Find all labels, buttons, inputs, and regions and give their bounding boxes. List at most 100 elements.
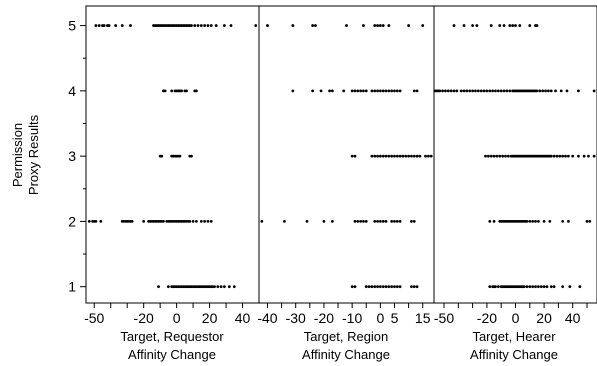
data-point [330,220,334,223]
data-point [350,154,354,158]
data-point [319,89,323,93]
data-point [459,89,463,93]
data-point [373,285,377,289]
data-point [398,154,402,158]
data-point [528,285,532,289]
data-point [446,89,450,93]
data-point [525,285,529,289]
panel-frame [85,5,260,304]
data-point [160,154,164,158]
panels: -50 -20 0 20 40 -40 -30 -20 -10 0 5 15 -50 -20 0 20 40 [84,5,597,326]
data-point [353,285,357,289]
data-point [444,89,447,93]
data-point [418,154,422,158]
data-point [568,285,572,289]
data-point [567,154,570,158]
data-point [223,24,226,27]
data-point [395,285,399,289]
data-point [415,285,419,289]
data-point [508,89,512,93]
data-point [203,24,207,27]
data-point [393,285,396,289]
data-point [506,154,510,158]
data-point [531,220,535,223]
data-point [188,220,192,223]
data-point [539,285,543,289]
data-point [426,154,430,158]
data-point [120,24,124,27]
data-point [468,89,472,93]
x-tick-label: 40 [565,310,581,326]
data-point [486,154,490,158]
data-point [514,24,517,27]
data-point [142,220,146,223]
data-point [552,154,556,158]
data-point [489,24,493,27]
y-tick-label: 1 [68,279,76,295]
data-point [549,285,553,289]
data-point [362,24,365,27]
x-axis-titles: Target, Requestor Affinity Change Target… [120,329,558,362]
data-point [498,24,502,27]
panel-3: -50 -20 0 20 40 [433,5,597,326]
data-point [558,154,562,158]
data-point [213,285,216,289]
data-point [364,89,368,93]
data-point [542,285,546,289]
data-point [381,285,385,289]
panel-1: -50 -20 0 20 40 [84,5,260,326]
data-point [415,154,419,158]
data-point [376,220,379,223]
data-point [585,220,589,223]
data-point [393,89,396,93]
data-point [191,220,195,223]
data-point [567,220,570,223]
data-point [97,24,101,27]
data-point [370,154,374,158]
data-point [362,89,365,93]
y-tick-label: 5 [68,18,76,34]
x-tick-label: -10 [342,310,362,326]
data-point [438,89,442,93]
y-tick-label: 4 [68,83,76,99]
data-point [190,24,193,27]
data-point [94,24,98,27]
data-point [227,285,231,289]
data-point [541,89,545,93]
data-point [410,285,413,289]
data-point [544,89,547,93]
data-point [465,89,469,93]
data-point [387,154,391,158]
data-point [376,89,379,93]
data-point [548,220,552,223]
x-tick-label: -20 [314,310,334,326]
data-point [390,220,394,223]
data-point [219,285,223,289]
panel-2-x-title-line-1: Target, Region [304,329,389,344]
data-point [410,154,413,158]
data-point [545,285,549,289]
data-point [561,154,565,158]
x-tick-label: -50 [84,310,104,326]
data-point [384,285,388,289]
data-point [314,24,317,27]
data-point [373,154,377,158]
data-point [492,220,496,223]
data-point [577,89,580,93]
data-point [378,24,382,27]
panel-2-x-title-line-2: Affinity Change [302,347,390,362]
data-point [484,154,487,158]
data-point [376,154,379,158]
data-point [522,285,526,289]
data-point [370,89,374,93]
data-point [393,220,396,223]
data-point [353,89,357,93]
data-point [373,220,377,223]
data-point [498,154,502,158]
data-point [350,285,354,289]
data-point [424,154,427,158]
data-point [196,24,200,27]
data-point [390,154,394,158]
data-point [395,154,399,158]
data-point [412,154,416,158]
